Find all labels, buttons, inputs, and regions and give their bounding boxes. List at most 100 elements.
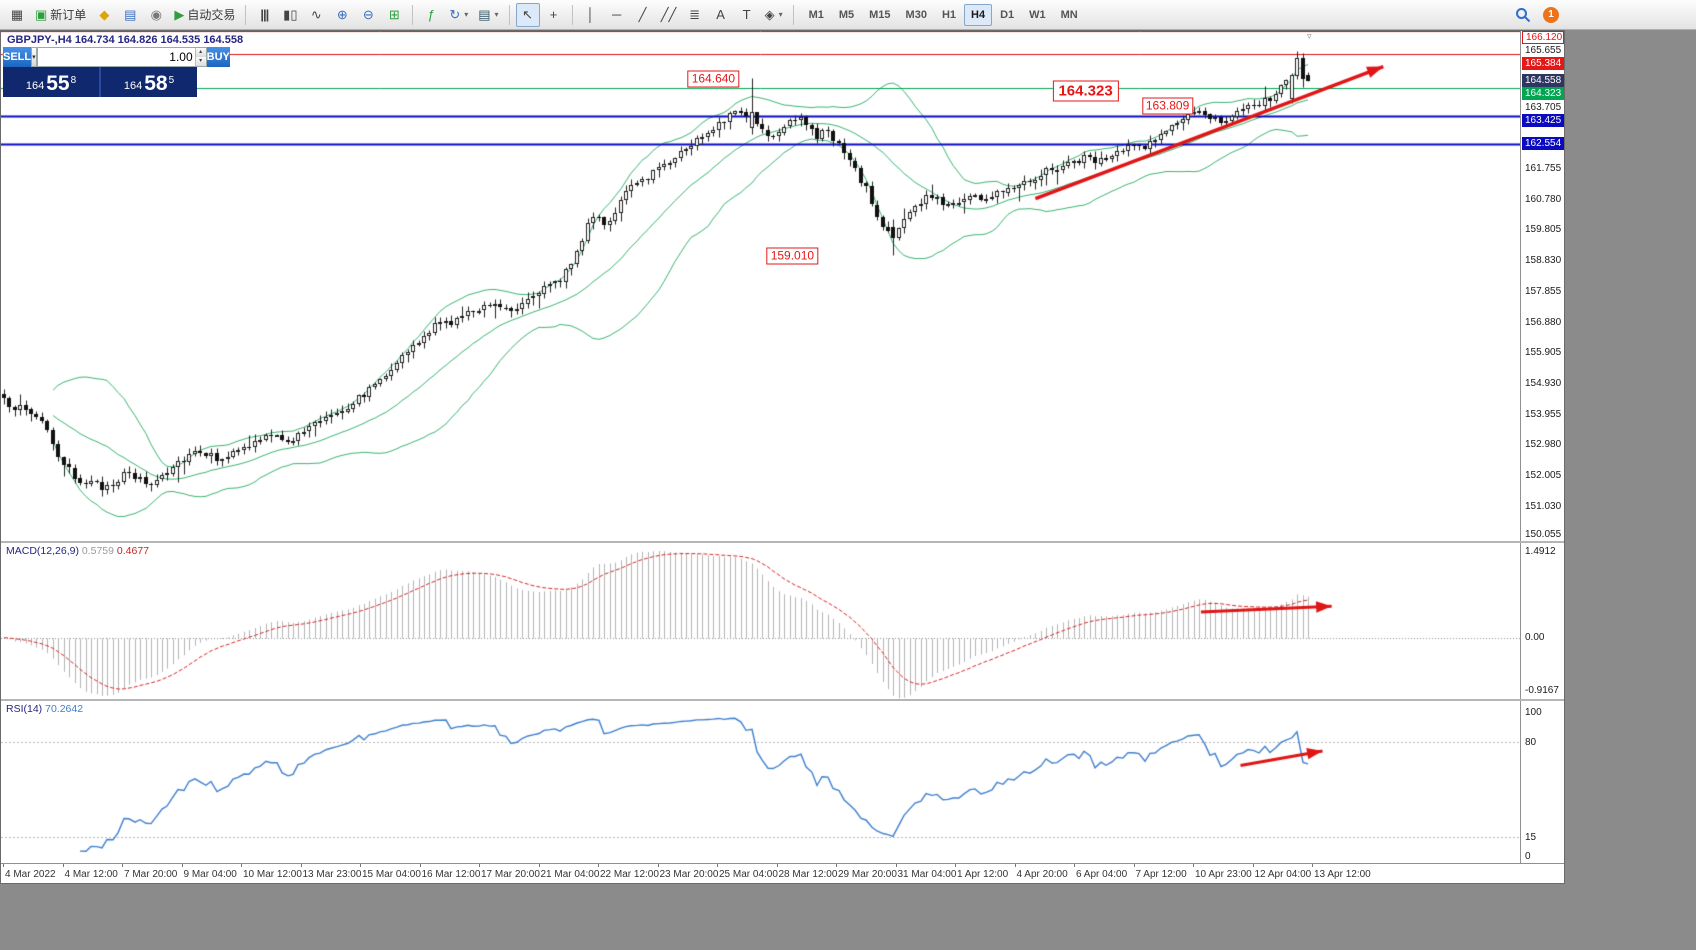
- volume-stepper[interactable]: ▴ ▾: [194, 48, 206, 66]
- charts-button[interactable]: ▤: [118, 3, 142, 27]
- time-tick: [1312, 864, 1313, 867]
- spin-down-icon[interactable]: ▾: [195, 57, 206, 66]
- chart-window-icon[interactable]: ▦: [5, 3, 29, 27]
- time-label: 25 Mar 04:00: [719, 869, 778, 880]
- mini-chart-icon: ▦: [10, 7, 24, 22]
- time-tick: [1014, 864, 1016, 867]
- ask-pip-digit: 5: [168, 75, 175, 86]
- toolbar-separator: [792, 4, 794, 25]
- price-tick: 152.980: [1525, 439, 1562, 451]
- macd-scale[interactable]: 1.4912 0.00 -0.9167: [1520, 543, 1564, 699]
- time-label: 4 Mar 12:00: [64, 869, 118, 880]
- timeframe-m15[interactable]: M15: [869, 8, 891, 21]
- profiles-button[interactable]: ◆: [92, 3, 116, 27]
- chevron-down-icon: ▾: [494, 10, 499, 19]
- buy-button[interactable]: BUY: [206, 47, 230, 67]
- crosshair-icon: +: [549, 7, 558, 22]
- price-tick: 164.323: [1522, 86, 1564, 100]
- rsi-pane: RSI(14) 70.2642 100 80 15 0: [1, 701, 1564, 863]
- chart-window: GBPJPY-,H4 164.734 164.826 164.535 164.5…: [0, 30, 1565, 884]
- template-icon: ▤: [478, 7, 491, 22]
- time-tick: [895, 864, 897, 867]
- tile-windows-button[interactable]: ⊞: [382, 3, 406, 27]
- indicators-icon: ƒ: [427, 7, 435, 22]
- timeframe-m5[interactable]: M5: [838, 8, 855, 21]
- line-chart-button[interactable]: ∿: [304, 3, 328, 27]
- zoom-in-button[interactable]: ⊕: [330, 3, 354, 27]
- rsi-label: RSI(14) 70.2642: [6, 703, 83, 715]
- bar-chart-button[interactable]: |||: [252, 3, 276, 27]
- price-tick: 156.880: [1525, 316, 1562, 328]
- time-tick: [836, 864, 837, 867]
- timeframe-d1[interactable]: D1: [1000, 8, 1015, 21]
- vertical-line-tool[interactable]: │: [579, 3, 603, 27]
- periods-button[interactable]: ↻ ▾: [445, 3, 472, 27]
- price-tick: -0.9167: [1525, 685, 1559, 697]
- notification-badge[interactable]: 1: [1543, 6, 1559, 23]
- new-order-icon: ▣: [35, 7, 48, 22]
- macd-pane: MACD(12,26,9) 0.5759 0.4677 1.4912 0.00 -0…: [1, 543, 1564, 699]
- time-tick: [955, 864, 956, 867]
- timeframe-group: M1 M5 M15 M30 H1 H4 D1 W1 MN: [802, 3, 1085, 26]
- price-scale[interactable]: 166.120 165.655 165.384 164.558 164.323 163.7…: [1520, 31, 1564, 541]
- rsi-canvas[interactable]: [1, 701, 1520, 863]
- panel-splitter[interactable]: [1, 541, 1564, 543]
- horizontal-line-icon: ─: [611, 7, 622, 22]
- profiles-icon: ◆: [99, 7, 110, 22]
- ask-big-digits: 58: [144, 72, 168, 95]
- cursor-tool-button[interactable]: ↖: [515, 2, 540, 27]
- text-label-tool[interactable]: T: [735, 3, 759, 27]
- volume-input[interactable]: [37, 48, 195, 66]
- timeframe-m30[interactable]: M30: [905, 8, 927, 21]
- timeframe-m1[interactable]: M1: [808, 8, 824, 21]
- time-label: 29 Mar 20:00: [838, 869, 897, 880]
- channel-tool[interactable]: ╱╱: [657, 3, 681, 27]
- price-tick: 164.558: [1522, 73, 1564, 87]
- indicators-button[interactable]: ƒ: [419, 3, 443, 27]
- templates-button[interactable]: ▤ ▾: [474, 3, 502, 27]
- horizontal-line-tool[interactable]: ─: [605, 3, 629, 27]
- ask-price[interactable]: 164 58 5: [101, 67, 197, 97]
- autotrading-button[interactable]: ▶ 自动交易: [170, 3, 239, 27]
- price-tick: 0.00: [1525, 632, 1545, 644]
- order-row: SELL ▾ ▴ ▾ BUY: [3, 47, 230, 67]
- rsi-scale[interactable]: 100 80 15 0: [1520, 701, 1564, 863]
- timeframe-h1[interactable]: H1: [941, 8, 957, 21]
- time-axis[interactable]: 4 Mar 2022 4 Mar 12:00 7 Mar 20:00 9 Mar 04…: [1, 863, 1564, 883]
- panel-splitter[interactable]: [1, 699, 1564, 701]
- zoom-out-button[interactable]: ⊖: [356, 3, 380, 27]
- community-button[interactable]: ◉: [144, 3, 168, 27]
- price-tick: 80: [1525, 736, 1537, 748]
- time-tick: [538, 864, 540, 867]
- bid-price[interactable]: 164 55 8: [3, 67, 99, 97]
- new-order-button[interactable]: ▣ 新订单: [31, 3, 90, 27]
- macd-canvas[interactable]: [1, 543, 1520, 699]
- chart-shift-marker[interactable]: ▿: [1307, 31, 1312, 41]
- volume-dropdown[interactable]: ▾: [31, 47, 37, 67]
- trendline-tool[interactable]: ╱: [631, 3, 655, 27]
- candlestick-chart-button[interactable]: ▮▯: [278, 3, 302, 27]
- cursor-icon: ↖: [522, 7, 534, 22]
- shapes-tool[interactable]: ◈ ▾: [761, 3, 787, 27]
- price-tick: 150.055: [1525, 529, 1562, 540]
- sell-button[interactable]: SELL: [3, 47, 32, 67]
- price-tick: 155.905: [1525, 347, 1562, 359]
- search-icon[interactable]: [1515, 7, 1531, 23]
- label-icon: T: [742, 7, 751, 22]
- spin-up-icon[interactable]: ▴: [195, 48, 206, 57]
- time-tick: [1193, 864, 1194, 867]
- fibonacci-tool[interactable]: ≣: [683, 3, 707, 27]
- time-tick: [1252, 864, 1254, 867]
- timeframe-h4[interactable]: H4: [964, 3, 993, 26]
- macd-label: MACD(12,26,9) 0.5759 0.4677: [6, 545, 149, 557]
- timeframe-w1[interactable]: W1: [1029, 8, 1046, 21]
- toolbar-separator: [245, 4, 247, 25]
- text-tool[interactable]: A: [709, 3, 733, 27]
- price-tick: 157.855: [1525, 285, 1562, 297]
- price-tick: 1.4912: [1525, 545, 1556, 557]
- macd-name: MACD(12,26,9): [6, 545, 79, 557]
- crosshair-tool-button[interactable]: +: [542, 3, 566, 27]
- main-chart-canvas[interactable]: [1, 31, 1520, 541]
- timeframe-mn[interactable]: MN: [1060, 8, 1078, 21]
- tile-windows-icon: ⊞: [388, 7, 400, 22]
